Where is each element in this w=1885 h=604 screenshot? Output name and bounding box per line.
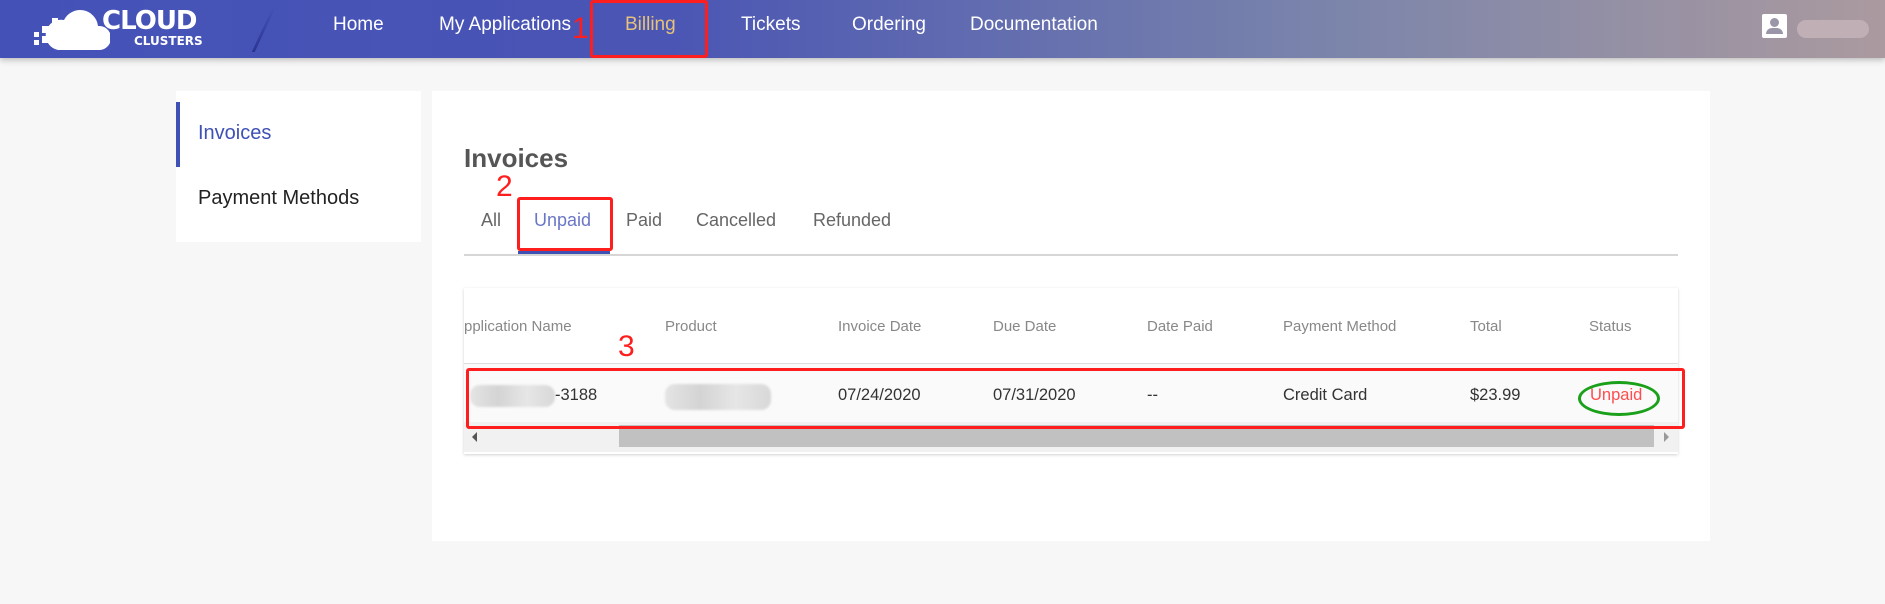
- annotation-box-billing: [590, 0, 708, 58]
- cell-payment-method: Credit Card: [1283, 386, 1368, 404]
- column-header-application-name[interactable]: pplication Name: [464, 318, 572, 335]
- cell-invoice-date: 07/24/2020: [838, 386, 921, 404]
- billing-sidebar: Invoices Payment Methods: [176, 91, 421, 242]
- product-redacted: [665, 384, 771, 410]
- nav-documentation[interactable]: Documentation: [970, 14, 1098, 35]
- tab-cancelled[interactable]: Cancelled: [696, 210, 777, 230]
- annotation-step-3: 3: [618, 330, 635, 363]
- logo[interactable]: CLOUD CLUSTERS: [30, 4, 220, 54]
- tab-refunded[interactable]: Refunded: [813, 210, 892, 230]
- cell-date-paid: --: [1147, 386, 1158, 404]
- annotation-box-unpaid: [517, 197, 613, 251]
- top-nav-bar: CLOUD CLUSTERS Home My Applications Bill…: [0, 0, 1885, 58]
- column-header-due-date[interactable]: Due Date: [993, 318, 1057, 335]
- logo-subtext: CLUSTERS: [134, 34, 203, 48]
- scrollbar-thumb[interactable]: [619, 425, 1654, 447]
- nav-home[interactable]: Home: [333, 14, 384, 35]
- annotation-ellipse-status: [1578, 381, 1660, 416]
- annotation-box-row: [466, 368, 1685, 429]
- active-indicator: [176, 102, 180, 167]
- tabs-divider: [464, 254, 1678, 256]
- nav-my-applications[interactable]: My Applications: [439, 14, 572, 35]
- active-tab-indicator: [518, 251, 610, 254]
- scroll-right-arrow[interactable]: [1664, 432, 1669, 442]
- column-header-product[interactable]: Product: [665, 318, 717, 335]
- sidebar-item-invoices[interactable]: Invoices: [198, 122, 272, 144]
- column-header-status[interactable]: Status: [1589, 318, 1632, 335]
- cell-application-name[interactable]: -3188: [555, 386, 598, 404]
- annotation-step-2: 2: [496, 170, 513, 203]
- nav-billing[interactable]: Billing: [625, 14, 676, 35]
- cloud-logo-icon: [34, 10, 110, 50]
- logo-divider: [251, 8, 276, 52]
- column-header-total[interactable]: Total: [1470, 318, 1502, 335]
- nav-ordering[interactable]: Ordering: [852, 14, 926, 35]
- scroll-left-arrow[interactable]: [472, 432, 477, 442]
- sidebar-item-payment-methods[interactable]: Payment Methods: [198, 187, 360, 209]
- nav-tickets[interactable]: Tickets: [741, 14, 801, 35]
- tab-all[interactable]: All: [481, 210, 502, 230]
- table-header-divider: [464, 363, 1678, 364]
- column-header-date-paid[interactable]: Date Paid: [1147, 318, 1213, 335]
- page-title: Invoices: [464, 143, 569, 173]
- column-header-invoice-date[interactable]: Invoice Date: [838, 318, 922, 335]
- cell-total: $23.99: [1470, 386, 1521, 404]
- application-name-redacted: [470, 385, 555, 407]
- tab-unpaid[interactable]: Unpaid: [534, 210, 592, 230]
- tab-paid[interactable]: Paid: [626, 210, 663, 230]
- cell-due-date: 07/31/2020: [993, 386, 1076, 404]
- column-header-payment-method[interactable]: Payment Method: [1283, 318, 1397, 335]
- annotation-step-1: 1: [572, 12, 589, 45]
- account-icon[interactable]: [1762, 14, 1787, 38]
- username-redacted[interactable]: [1797, 20, 1869, 38]
- logo-text: CLOUD: [102, 6, 198, 36]
